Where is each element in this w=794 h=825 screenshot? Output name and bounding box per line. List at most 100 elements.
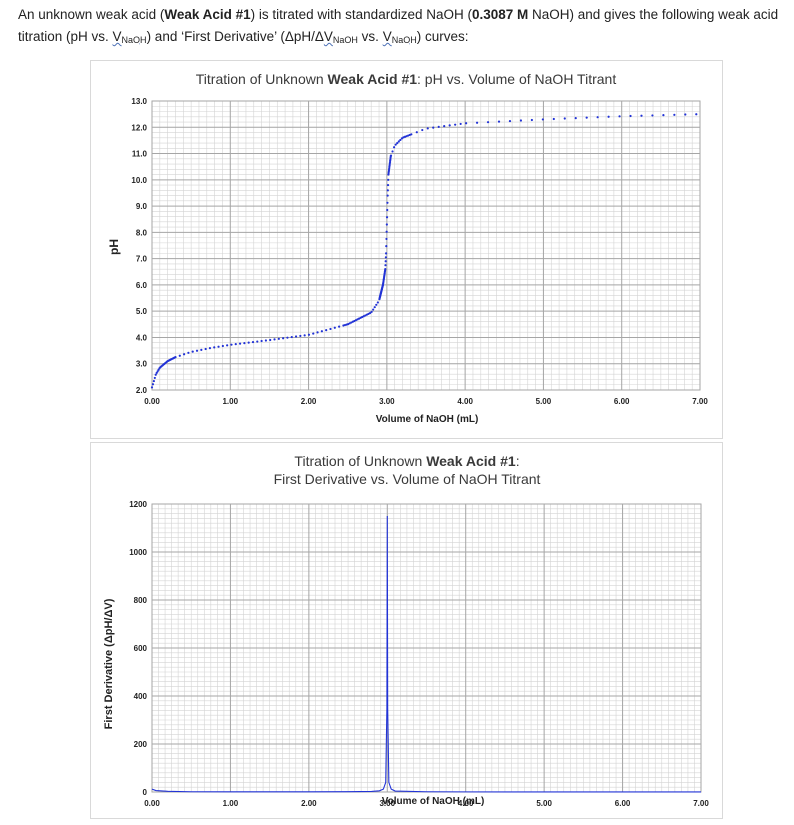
data-point (264, 339, 268, 342)
data-point (329, 327, 332, 331)
data-point (486, 121, 490, 124)
data-point (673, 113, 676, 116)
data-point (294, 335, 298, 338)
y-axis-label: First Derivative (ΔpH/ΔV) (103, 598, 115, 729)
data-point (384, 252, 388, 255)
data-point (541, 118, 544, 121)
data-point (385, 237, 388, 241)
chart-title: Titration of Unknown Weak Acid #1: pH vs… (196, 71, 617, 87)
data-point (563, 117, 566, 120)
data-point (475, 121, 479, 124)
y-tick-label: 5.0 (136, 307, 148, 316)
data-point (384, 260, 387, 263)
data-point (640, 114, 643, 117)
data-point (251, 340, 255, 344)
data-point (421, 128, 424, 132)
data-point (221, 344, 224, 348)
delta-v-naoh-term: VNaOH (323, 29, 358, 45)
data-point (208, 347, 212, 350)
y-tick-label: 0 (143, 788, 148, 797)
data-point (465, 122, 468, 125)
data-point (459, 122, 462, 126)
intro-text: An unknown weak acid (Weak Acid #1) is t… (18, 4, 794, 51)
data-point (384, 256, 387, 259)
ph-titration-chart: Titration of Unknown Weak Acid #1: pH vs… (90, 60, 723, 439)
x-tick-label: 1.00 (222, 397, 238, 406)
data-point (238, 342, 242, 345)
y-tick-labels: 0 200 400 600 800 1000 1200 (129, 500, 147, 797)
data-point (684, 113, 687, 116)
data-point (230, 343, 233, 346)
data-point (519, 119, 523, 122)
data-series (151, 515, 701, 793)
data-point (325, 328, 328, 332)
data-point (150, 386, 154, 389)
x-tick-label: 3.00 (379, 397, 395, 406)
grid (151, 503, 702, 793)
v-naoh-term: VNaOH (112, 29, 147, 45)
data-point (243, 342, 246, 345)
data-points (150, 113, 698, 389)
chart-title-line-1: Titration of Unknown Weak Acid #1: (294, 453, 519, 469)
data-point (370, 310, 373, 314)
data-point (596, 116, 599, 119)
x-tick-label: 2.00 (301, 799, 317, 808)
x-tick-label: 0.00 (144, 799, 160, 808)
y-tick-label: 1000 (129, 548, 147, 557)
data-point (312, 332, 315, 335)
data-point (217, 345, 220, 348)
data-point (448, 124, 451, 127)
x-tick-label: 1.00 (223, 799, 239, 808)
y-tick-label: 600 (134, 644, 148, 653)
y-tick-label: 9.0 (136, 202, 148, 211)
data-point (303, 334, 306, 337)
x-tick-label: 2.00 (301, 397, 317, 406)
data-point (213, 346, 216, 349)
intro-line-2: titration (pH vs. VNaOH) and ‘First Deri… (18, 29, 469, 45)
y-tick-label: 10.0 (131, 176, 147, 185)
data-point (286, 336, 289, 339)
y-tick-label: 200 (134, 740, 148, 749)
grid (151, 100, 701, 391)
x-tick-label: 4.00 (458, 799, 474, 808)
data-point (187, 351, 190, 354)
y-tick-label: 800 (134, 596, 148, 605)
data-point (552, 117, 555, 121)
data-point (320, 330, 323, 333)
data-point (260, 339, 263, 343)
data-point (154, 373, 157, 376)
y-tick-label: 400 (134, 692, 148, 701)
x-tick-label: 4.00 (457, 397, 473, 406)
data-point (396, 142, 399, 145)
data-point (437, 125, 440, 128)
data-point (662, 114, 665, 117)
data-point (273, 338, 276, 341)
x-axis-label: Volume of NaOH (mL) (376, 414, 479, 425)
data-point (307, 333, 311, 336)
y-tick-labels: 2.0 3.0 4.0 5.0 6.0 7.0 8.0 9.0 10.0 11.0 12.0 13.0 (131, 97, 147, 395)
data-point (387, 178, 390, 181)
y-tick-label: 11.0 (132, 150, 148, 159)
x-tick-label: 6.00 (615, 799, 631, 808)
plot-area-border (151, 100, 701, 391)
first-derivative-line (151, 515, 701, 793)
data-point (585, 116, 588, 119)
data-point (386, 183, 390, 187)
x-tick-label: 0.00 (144, 397, 160, 406)
y-tick-label: 1200 (129, 500, 147, 509)
data-point (234, 343, 237, 346)
data-point (574, 116, 577, 120)
data-point (389, 154, 393, 157)
data-point (399, 138, 402, 142)
data-point (256, 340, 259, 343)
data-point (191, 350, 194, 353)
data-point (392, 146, 396, 149)
x-axis-label: Volume of NaOH (mL) (382, 796, 485, 807)
y-tick-label: 3.0 (136, 360, 148, 369)
intro-line-1: An unknown weak acid (Weak Acid #1) is t… (18, 7, 779, 22)
data-point (204, 347, 207, 351)
data-point (385, 245, 388, 248)
data-point (372, 308, 375, 311)
data-point (333, 326, 336, 329)
v-naoh-term-2: VNaOH (382, 29, 417, 45)
